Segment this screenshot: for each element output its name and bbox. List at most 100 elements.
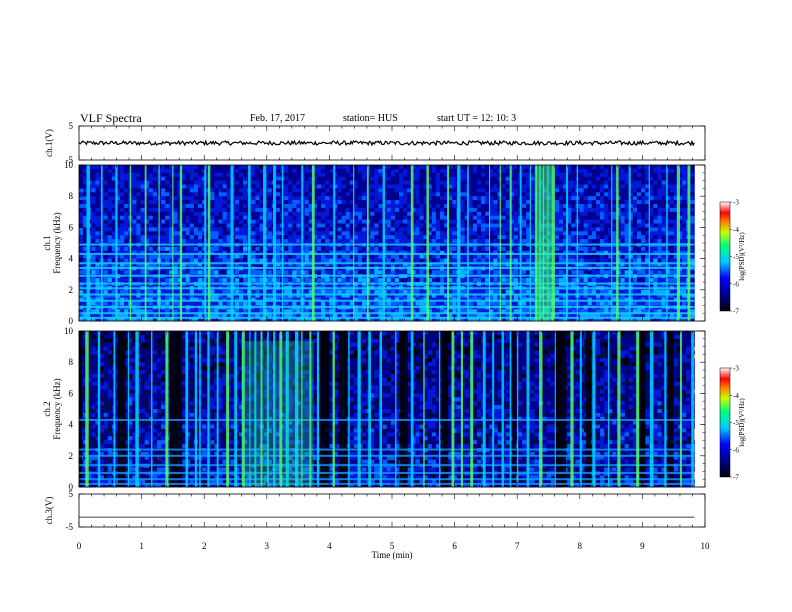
y-tick-label: 0: [69, 316, 74, 326]
burst-9.78min: [691, 331, 694, 487]
colorbar: [719, 201, 731, 312]
colorbar-tick-label: -7: [733, 308, 739, 316]
x-tick-label: 7: [515, 541, 520, 551]
y-tick-label: 5: [69, 489, 74, 499]
burst-2.6min: [241, 331, 245, 487]
burst-4.06min: [333, 165, 336, 321]
broadband-event: [241, 341, 314, 487]
burst-6.88min: [509, 165, 512, 321]
x-tick-label: 8: [578, 541, 583, 551]
line-0.9khz: [79, 471, 695, 474]
colorbar-tick-label: -3: [733, 365, 739, 373]
burst-2.42min: [230, 165, 234, 321]
burst-2.48min: [234, 331, 238, 487]
y-tick-label: -5: [66, 522, 74, 532]
burst-1.92min: [199, 331, 201, 487]
burst-3.3min: [285, 331, 289, 487]
burst-7.15min: [526, 331, 530, 487]
y-axis-label: ch.3(V): [44, 497, 54, 525]
burst-5.95min: [451, 331, 455, 487]
line-0.2khz: [79, 482, 695, 485]
burst-3.1min: [273, 331, 276, 487]
burst-1.15min: [150, 331, 153, 487]
burst-8.45min: [607, 331, 610, 487]
burst-3.45min: [294, 331, 299, 487]
burst-6.6min: [492, 331, 495, 487]
burst-5.55min: [426, 165, 429, 321]
x-tick-label: 9: [640, 541, 645, 551]
burst-7.95min: [576, 165, 579, 321]
burst-3min: [266, 331, 269, 487]
x-tick-label: 2: [202, 541, 207, 551]
burst-0.12min: [86, 165, 90, 321]
x-tick-label: 6: [452, 541, 457, 551]
burst-1.38min: [165, 331, 169, 487]
burst-4.05min: [332, 331, 335, 487]
burst-6.25min: [470, 331, 474, 487]
x-tick-label: 0: [77, 541, 82, 551]
burst-5.05min: [395, 331, 397, 487]
colorbar-tick-label: -4: [733, 226, 739, 234]
burst-2.94min: [263, 165, 267, 321]
y-tick-label: 8: [69, 357, 74, 367]
y-tick-label: 6: [69, 388, 74, 398]
colorbar-tick-label: -6: [733, 280, 739, 288]
colorbar: [719, 367, 731, 478]
y-tick-label: 4: [69, 420, 74, 430]
x-tick-label: 5: [390, 541, 395, 551]
burst-9.35min: [664, 331, 667, 487]
x-tick-label: 3: [265, 541, 270, 551]
y-axis-label: ch.2: [42, 401, 52, 416]
colorbar-tick-label: -7: [733, 474, 739, 482]
line-4.9khz: [79, 243, 695, 246]
burst-0.55min: [113, 331, 116, 487]
x-tick-label: 10: [701, 541, 711, 551]
burst-8.2min: [592, 331, 596, 487]
burst-1.85min: [194, 331, 198, 487]
burst-1.27min: [158, 165, 160, 321]
panel-0-data: [78, 139, 695, 147]
burst-7.35min: [539, 331, 543, 487]
colorbar-tick-label: -5: [733, 419, 739, 427]
burst-3.72min: [311, 165, 315, 321]
burst-7.85min: [570, 331, 574, 487]
y-axis-label: Frequency (kHz): [52, 212, 62, 273]
line-2.4khz: [79, 282, 695, 285]
burst-8.9min: [636, 331, 640, 487]
burst-6.55min: [489, 165, 491, 321]
y-tick-label: 4: [69, 254, 74, 264]
burst-0.9min: [135, 331, 139, 487]
colorbar-label: log(PSD)(V²/Hz): [738, 398, 746, 447]
line-3.7khz: [79, 262, 695, 265]
burst-6.88min: [509, 331, 512, 487]
burst-2.05min: [207, 331, 210, 487]
line-0.5khz: [79, 478, 695, 481]
burst-1.7min: [185, 331, 189, 487]
colorbar-label: log(PSD)(V²/Hz): [738, 232, 746, 281]
burst-0.3min: [97, 331, 101, 487]
line-2.4khz: [79, 448, 695, 451]
line-0.2khz: [79, 316, 695, 319]
burst-2.8min: [254, 331, 257, 487]
burst-2.2min: [216, 331, 219, 487]
line-0.5khz: [79, 312, 695, 315]
burst-6.45min: [482, 331, 486, 487]
burst-3.55min: [301, 331, 303, 487]
burst-1.49min: [172, 165, 174, 321]
burst-2.9min: [260, 331, 263, 487]
y-tick-label: 2: [69, 285, 74, 295]
y-tick-label: 0: [69, 482, 74, 492]
burst-0.1min: [85, 331, 89, 487]
x-axis-label: Time (min): [372, 550, 413, 560]
broadband-event: [534, 165, 552, 321]
colorbar-tick-label: -4: [733, 392, 739, 400]
burst-7.2min: [529, 165, 532, 321]
waveform-line: [78, 139, 695, 147]
y-tick-label: 8: [69, 191, 74, 201]
line-1.7khz: [79, 293, 695, 296]
burst-0.35min: [100, 165, 103, 321]
burst-6.1min: [460, 331, 463, 487]
burst-4.85min: [382, 165, 386, 321]
burst-8.6min: [617, 331, 621, 487]
